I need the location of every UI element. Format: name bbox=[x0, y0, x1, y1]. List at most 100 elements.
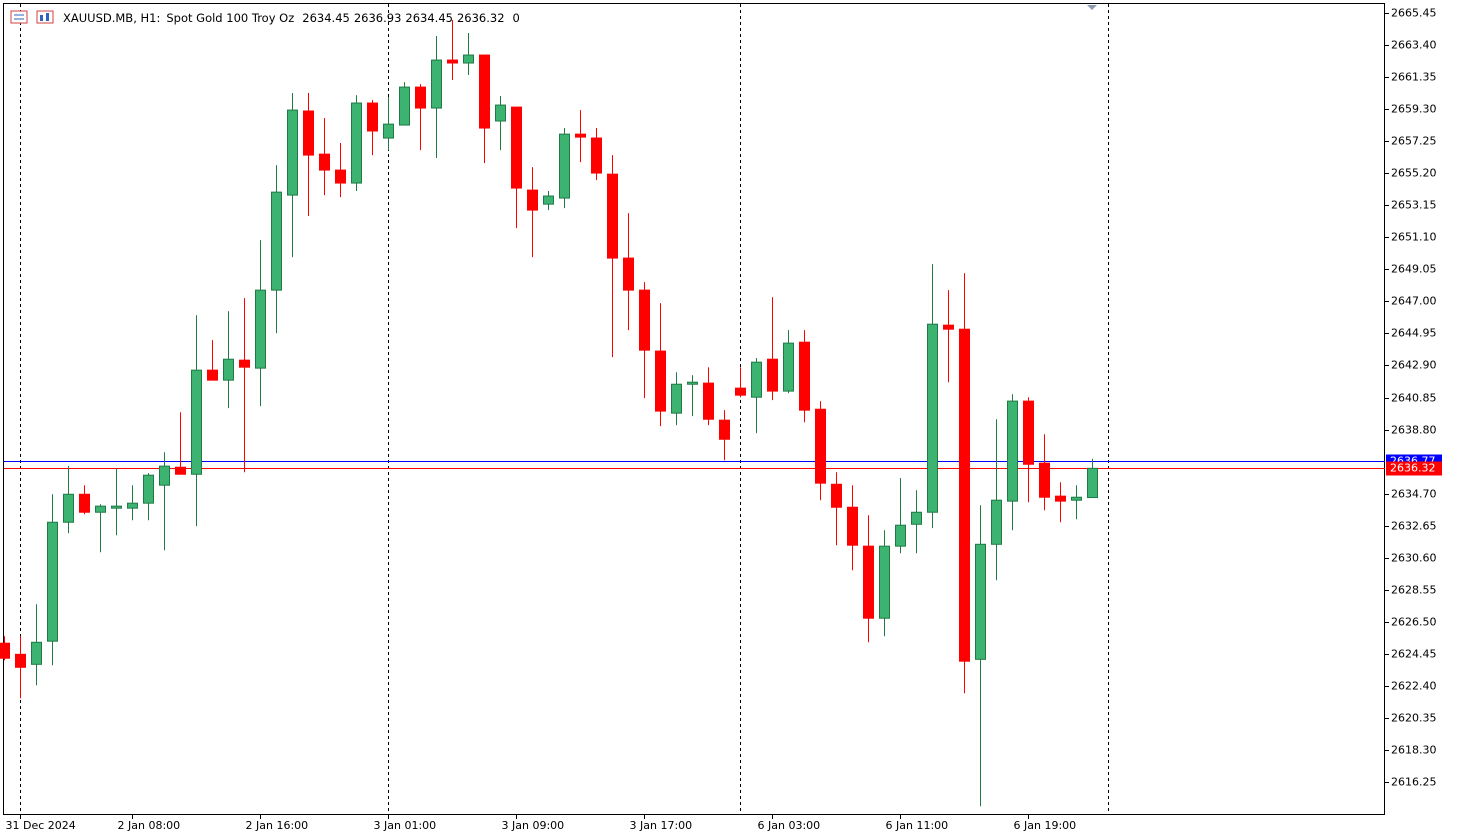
candle-body bbox=[63, 493, 74, 523]
candle-body bbox=[143, 474, 154, 504]
candles bbox=[0, 20, 1098, 807]
candle-body bbox=[959, 328, 970, 662]
candle-body bbox=[271, 191, 282, 291]
candle-body bbox=[575, 133, 586, 138]
candle-body bbox=[319, 153, 330, 171]
y-tick-label: 2624.45 bbox=[1391, 648, 1437, 661]
header-high: 2636.93 bbox=[354, 11, 402, 25]
icon bbox=[10, 10, 28, 24]
header-icons bbox=[10, 10, 54, 24]
candle-body bbox=[991, 499, 1002, 545]
candle-body bbox=[1039, 462, 1050, 498]
candle-body bbox=[911, 511, 922, 525]
x-tick-label: 3 Jan 01:00 bbox=[374, 819, 437, 832]
y-tick-label: 2642.90 bbox=[1391, 359, 1437, 372]
candle-body bbox=[879, 545, 890, 619]
candle-body bbox=[1023, 400, 1034, 465]
y-tick-label: 2649.05 bbox=[1391, 263, 1437, 276]
candle-body bbox=[415, 86, 426, 109]
x-tick-label: 6 Jan 11:00 bbox=[886, 819, 949, 832]
candle-body bbox=[1087, 467, 1098, 499]
x-tick-label: 31 Dec 2024 bbox=[6, 819, 76, 832]
y-tick-label: 2659.30 bbox=[1391, 103, 1437, 116]
header-open: 2634.45 bbox=[302, 11, 350, 25]
y-tick-label: 2618.30 bbox=[1391, 744, 1437, 757]
candle-body bbox=[671, 383, 682, 414]
header-close: 2636.32 bbox=[457, 11, 505, 25]
icon bbox=[40, 15, 43, 21]
y-tick-label: 2622.40 bbox=[1391, 680, 1437, 693]
candle-body bbox=[1055, 495, 1066, 502]
candle-body bbox=[783, 342, 794, 392]
bid-label-box bbox=[1386, 461, 1442, 476]
candle-body bbox=[335, 169, 346, 184]
candle-body bbox=[0, 642, 10, 659]
candle-body bbox=[527, 189, 538, 211]
candle-body bbox=[447, 59, 458, 64]
candle-body bbox=[127, 502, 138, 509]
y-tick-label: 2663.40 bbox=[1391, 39, 1437, 52]
candle-body bbox=[351, 102, 362, 184]
candle-body bbox=[1071, 496, 1082, 501]
y-tick-label: 2640.85 bbox=[1391, 392, 1437, 405]
x-tick-label: 3 Jan 09:00 bbox=[502, 819, 565, 832]
candle-body bbox=[255, 289, 266, 369]
candle-body bbox=[175, 466, 186, 475]
candle-body bbox=[479, 54, 490, 129]
y-tick-label: 2665.45 bbox=[1391, 7, 1437, 20]
candle-body bbox=[687, 381, 698, 385]
candle-body bbox=[895, 524, 906, 547]
y-tick-label: 2626.50 bbox=[1391, 616, 1437, 629]
icon bbox=[46, 13, 49, 21]
candle-body bbox=[863, 545, 874, 619]
candle-body bbox=[79, 493, 90, 513]
candle-body bbox=[463, 54, 474, 64]
candle-body bbox=[639, 289, 650, 351]
candle-body bbox=[111, 505, 122, 509]
y-tick-label: 2657.25 bbox=[1391, 135, 1437, 148]
candle-body bbox=[495, 104, 506, 122]
chart-header: XAUUSD.MB, H1: Spot Gold 100 Troy Oz 2634.… bbox=[63, 11, 520, 25]
candle-body bbox=[735, 387, 746, 396]
candle-body bbox=[303, 110, 314, 156]
candle-body bbox=[655, 350, 666, 412]
plot-frame bbox=[3, 3, 1385, 815]
y-tick-label: 2644.95 bbox=[1391, 327, 1437, 340]
candle-body bbox=[815, 408, 826, 484]
x-tick-label: 2 Jan 08:00 bbox=[118, 819, 181, 832]
candle-body bbox=[975, 543, 986, 660]
candle-body bbox=[31, 641, 42, 665]
y-tick-label: 2620.35 bbox=[1391, 712, 1437, 725]
candle-body bbox=[591, 137, 602, 174]
candle-body bbox=[367, 102, 378, 132]
candle-body bbox=[703, 382, 714, 420]
description: Spot Gold 100 Troy Oz bbox=[166, 11, 294, 25]
candle-body bbox=[847, 506, 858, 546]
candle-body bbox=[399, 86, 410, 126]
candle-body bbox=[47, 521, 58, 642]
candle-body bbox=[943, 324, 954, 330]
y-tick-label: 2638.80 bbox=[1391, 424, 1437, 437]
candle-body bbox=[287, 109, 298, 196]
candle-body bbox=[383, 123, 394, 139]
x-tick-label: 3 Jan 17:00 bbox=[630, 819, 693, 832]
candle-body bbox=[511, 106, 522, 189]
bid-label: 2636.32 bbox=[1390, 462, 1436, 475]
y-tick-label: 2630.60 bbox=[1391, 552, 1437, 565]
candle-body bbox=[719, 419, 730, 440]
candle-body bbox=[623, 257, 634, 291]
y-tick-label: 2634.70 bbox=[1391, 488, 1437, 501]
x-tick-label: 6 Jan 03:00 bbox=[758, 819, 821, 832]
candle-body bbox=[223, 358, 234, 381]
symbol: XAUUSD.MB, H1: bbox=[63, 11, 160, 25]
candle-body bbox=[191, 369, 202, 475]
candle-body bbox=[431, 59, 442, 109]
candle-body bbox=[159, 465, 170, 486]
candle-body bbox=[15, 653, 26, 668]
candle-body bbox=[607, 173, 618, 259]
y-tick-label: 2653.15 bbox=[1391, 199, 1437, 212]
y-tick-label: 2661.35 bbox=[1391, 71, 1437, 84]
candle-body bbox=[831, 483, 842, 508]
candle-body bbox=[799, 341, 810, 411]
